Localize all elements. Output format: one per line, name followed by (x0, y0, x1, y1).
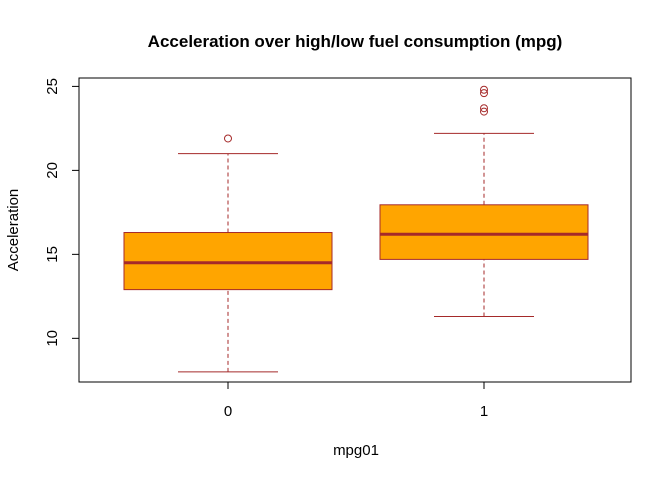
iqr-box (379, 204, 589, 260)
y-tick-label: 20 (44, 162, 61, 179)
chart-title: Acceleration over high/low fuel consumpt… (148, 32, 563, 51)
outlier-point (480, 104, 488, 113)
boxes-layer (123, 85, 589, 373)
outlier-point (480, 107, 488, 116)
y-axis: 10 15 20 25 (44, 78, 80, 347)
y-tick-label: 10 (44, 330, 61, 347)
y-tick-label: 25 (44, 78, 61, 95)
iqr-box (123, 232, 333, 291)
box-0 (123, 134, 333, 373)
x-tick-label: 0 (224, 403, 232, 420)
outlier-point (480, 89, 488, 98)
x-axis-label: mpg01 (333, 442, 379, 459)
y-tick-label: 15 (44, 246, 61, 263)
x-tick-label: 1 (480, 403, 488, 420)
y-axis-label: Acceleration (5, 189, 22, 272)
outlier-point (480, 85, 488, 94)
outlier-point (224, 134, 232, 143)
box-1 (379, 85, 589, 317)
